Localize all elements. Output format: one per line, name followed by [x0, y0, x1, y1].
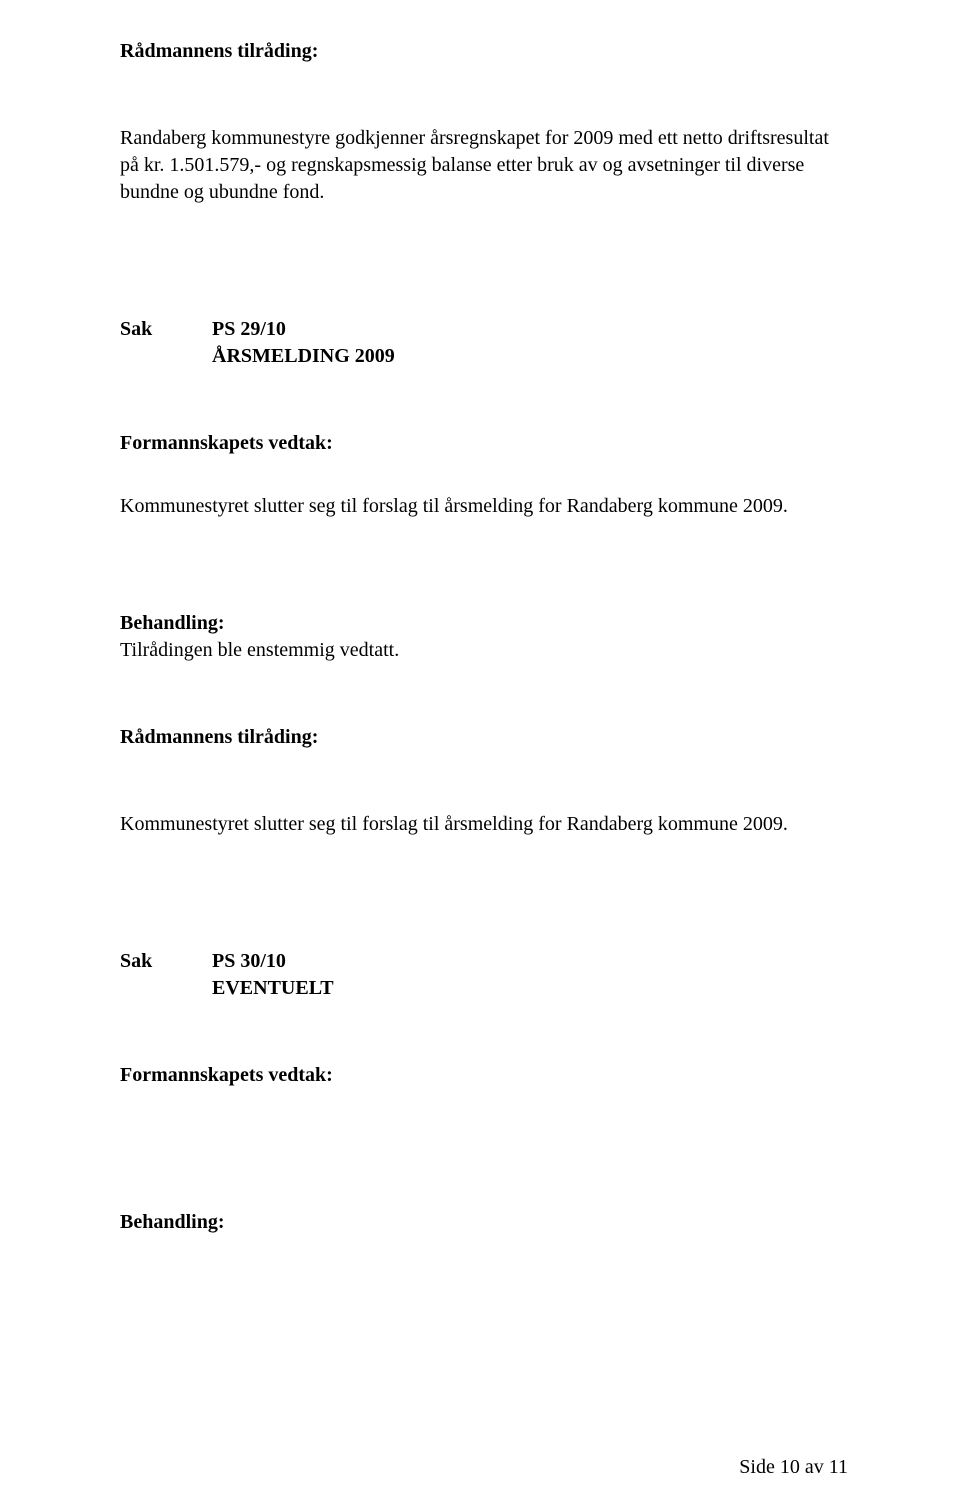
sak-30-title: EVENTUELT: [212, 975, 848, 1002]
sak-30-code: PS 30/10: [212, 948, 848, 975]
sak-29-code: PS 29/10: [212, 316, 848, 343]
heading-behandling-2: Behandling:: [120, 1209, 848, 1236]
sak-label-2: Sak: [120, 948, 212, 1002]
heading-formannskapets-vedtak-1: Formannskapets vedtak:: [120, 430, 848, 457]
sak-29-tilrading-body: Kommunestyret slutter seg til forslag ti…: [120, 811, 848, 838]
sak-label: Sak: [120, 316, 212, 370]
sak-30-code-title: PS 30/10 EVENTUELT: [212, 948, 848, 1002]
sak-29-code-title: PS 29/10 ÅRSMELDING 2009: [212, 316, 848, 370]
sak-29-header: Sak PS 29/10 ÅRSMELDING 2009: [120, 316, 848, 370]
sak-29-vedtak-body: Kommunestyret slutter seg til forslag ti…: [120, 493, 848, 520]
heading-radmannens-tilrading-2: Rådmannens tilråding:: [120, 724, 848, 751]
sak-29-behandling-body: Tilrådingen ble enstemmig vedtatt.: [120, 637, 848, 664]
heading-radmannens-tilrading: Rådmannens tilråding:: [120, 38, 848, 65]
top-body-text: Randaberg kommunestyre godkjenner årsreg…: [120, 125, 848, 206]
sak-30-header: Sak PS 30/10 EVENTUELT: [120, 948, 848, 1002]
sak-29-title: ÅRSMELDING 2009: [212, 343, 848, 370]
heading-formannskapets-vedtak-2: Formannskapets vedtak:: [120, 1062, 848, 1089]
page: Rådmannens tilråding: Randaberg kommunes…: [0, 0, 960, 1509]
page-footer: Side 10 av 11: [739, 1456, 848, 1479]
heading-behandling-1: Behandling:: [120, 610, 848, 637]
